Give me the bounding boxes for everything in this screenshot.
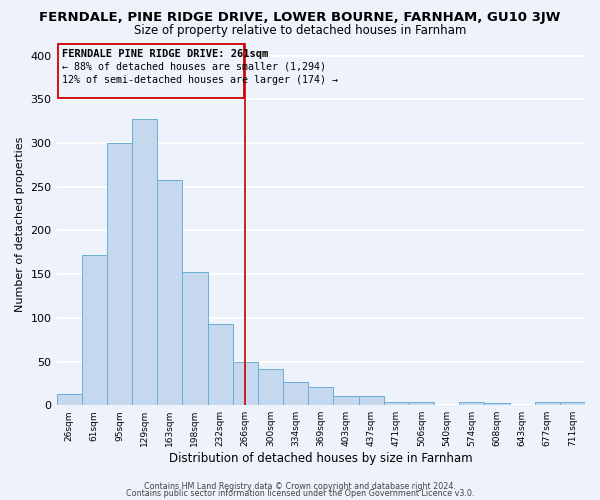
Y-axis label: Number of detached properties: Number of detached properties: [15, 136, 25, 312]
Text: FERNDALE PINE RIDGE DRIVE: 261sqm: FERNDALE PINE RIDGE DRIVE: 261sqm: [62, 50, 268, 59]
Bar: [208, 324, 233, 405]
Bar: [560, 402, 585, 405]
Bar: [459, 402, 484, 405]
Bar: [182, 272, 208, 405]
Bar: [283, 382, 308, 405]
Text: Size of property relative to detached houses in Farnham: Size of property relative to detached ho…: [134, 24, 466, 37]
Bar: [132, 118, 157, 405]
Bar: [359, 396, 383, 405]
Text: Contains HM Land Registry data © Crown copyright and database right 2024.: Contains HM Land Registry data © Crown c…: [144, 482, 456, 491]
Bar: [484, 404, 509, 405]
Bar: [107, 143, 132, 405]
Bar: [82, 255, 107, 405]
Bar: [233, 362, 258, 405]
Bar: [308, 387, 334, 405]
Text: Contains public sector information licensed under the Open Government Licence v3: Contains public sector information licen…: [126, 488, 474, 498]
FancyBboxPatch shape: [58, 44, 244, 98]
Bar: [409, 402, 434, 405]
Bar: [535, 402, 560, 405]
Text: ← 88% of detached houses are smaller (1,294): ← 88% of detached houses are smaller (1,…: [62, 62, 326, 72]
Text: FERNDALE, PINE RIDGE DRIVE, LOWER BOURNE, FARNHAM, GU10 3JW: FERNDALE, PINE RIDGE DRIVE, LOWER BOURNE…: [40, 11, 560, 24]
Bar: [258, 368, 283, 405]
Bar: [56, 394, 82, 405]
Text: 12% of semi-detached houses are larger (174) →: 12% of semi-detached houses are larger (…: [62, 75, 338, 85]
Bar: [383, 402, 409, 405]
Bar: [334, 396, 359, 405]
X-axis label: Distribution of detached houses by size in Farnham: Distribution of detached houses by size …: [169, 452, 473, 465]
Bar: [157, 180, 182, 405]
